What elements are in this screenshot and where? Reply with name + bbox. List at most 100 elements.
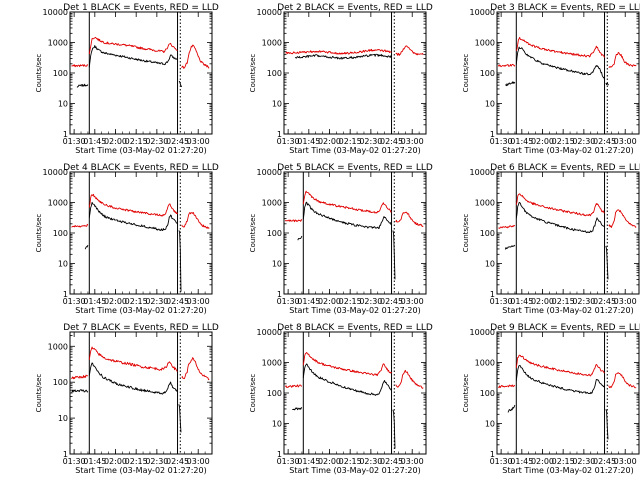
y-tick-label: 10: [58, 414, 68, 423]
y-axis-label: Counts/sec: [462, 54, 470, 93]
x-tick-label: 01:30: [490, 457, 513, 466]
y-tick-label: 10: [485, 420, 495, 429]
x-tick-label: 02:15: [125, 297, 148, 306]
x-axis-label: Start Time (03-May-02 01:27:20): [502, 146, 633, 155]
x-tick-label: 02:15: [552, 137, 575, 146]
x-tick-label: 02:45: [380, 457, 403, 466]
x-tick-label: 02:00: [318, 297, 341, 306]
y-axis-label: Counts/sec: [35, 374, 43, 413]
y-tick-label: 100: [480, 229, 495, 238]
x-axis-label: Start Time (03-May-02 01:27:20): [502, 306, 633, 315]
y-tick-label: 10000: [470, 168, 495, 177]
y-tick-label: 1000: [48, 342, 68, 351]
panel-det-9: Det 9 BLACK = Events, RED = LLD 1 10 100 100…: [462, 323, 640, 475]
plot-frame: [283, 11, 427, 135]
x-tick-label: 01:45: [83, 297, 106, 306]
panel-title: Det 7 BLACK = Events, RED = LLD: [63, 323, 219, 333]
x-tick-label: 01:45: [510, 137, 533, 146]
x-tick-label: 02:15: [125, 457, 148, 466]
y-tick-label: 100: [53, 69, 68, 78]
x-axis-label: Start Time (03-May-02 01:27:20): [75, 146, 206, 155]
x-tick-label: 01:30: [63, 137, 86, 146]
x-tick-label: 02:45: [166, 137, 189, 146]
plot-frame: [283, 331, 427, 455]
series-events-line: [507, 404, 516, 413]
panel-det-5: Det 5 BLACK = Events, RED = LLD 1 10 100 100…: [249, 163, 433, 315]
series-lld-line: [285, 219, 303, 223]
x-tick-label: 02:30: [572, 457, 595, 466]
y-axis-label: Counts/sec: [35, 214, 43, 253]
x-tick-label: 03:00: [401, 137, 424, 146]
series-lld-line: [285, 48, 392, 55]
x-tick-label: 02:00: [104, 137, 127, 146]
x-tick-label: 01:45: [510, 297, 533, 306]
y-tick-label: 1000: [475, 199, 495, 208]
x-tick-label: 02:00: [531, 457, 554, 466]
x-tick-label: 01:30: [63, 297, 86, 306]
panel-det-3: Det 3 BLACK = Events, RED = LLD 1 10 100 100…: [462, 3, 640, 155]
y-tick-label: 1000: [262, 359, 282, 368]
x-tick-label: 03:00: [401, 457, 424, 466]
x-axis-label: Start Time (03-May-02 01:27:20): [75, 466, 206, 475]
x-tick-label: 01:30: [277, 457, 300, 466]
x-tick-label: 02:00: [104, 457, 127, 466]
y-tick-label: 1000: [48, 39, 68, 48]
series-events-line: [504, 244, 516, 250]
y-tick-label: 10000: [257, 8, 282, 17]
x-tick-label: 02:45: [380, 297, 403, 306]
series-lld-line: [285, 384, 303, 388]
series-events-line: [515, 202, 605, 234]
panel-title: Det 4 BLACK = Events, RED = LLD: [63, 163, 219, 173]
x-tick-label: 02:00: [531, 297, 554, 306]
series-events-line: [302, 363, 392, 396]
series-events-line: [71, 389, 89, 393]
x-tick-label: 02:45: [166, 297, 189, 306]
series-lld-line: [181, 357, 210, 381]
series-lld-line: [395, 211, 424, 227]
y-tick-label: 1000: [475, 39, 495, 48]
series-events-line: [515, 365, 605, 395]
y-tick-label: 1000: [262, 39, 282, 48]
panel-title: Det 1 BLACK = Events, RED = LLD: [63, 3, 219, 13]
x-tick-label: 03:00: [187, 297, 210, 306]
series-lld-line: [71, 223, 89, 228]
series-lld-line: [608, 51, 637, 68]
y-tick-label: 10: [272, 420, 282, 429]
x-tick-label: 03:00: [614, 137, 637, 146]
series-events-line: [294, 53, 392, 60]
x-tick-label: 02:45: [166, 457, 189, 466]
y-tick-label: 10: [58, 100, 68, 109]
plot-frame: [496, 331, 640, 455]
y-tick-label: 10: [58, 260, 68, 269]
y-axis-label: Counts/sec: [249, 214, 257, 253]
series-lld-line: [515, 36, 605, 58]
x-tick-label: 02:15: [339, 457, 362, 466]
x-tick-label: 02:15: [125, 137, 148, 146]
series-events-line: [392, 409, 396, 449]
x-tick-label: 02:00: [531, 137, 554, 146]
plot-frame: [283, 171, 427, 295]
y-tick-label: 1: [277, 290, 282, 299]
y-tick-label: 100: [480, 69, 495, 78]
series-events-line: [88, 362, 178, 395]
series-events-line: [605, 409, 609, 440]
panel-title: Det 2 BLACK = Events, RED = LLD: [277, 3, 433, 13]
series-events-line: [292, 407, 303, 411]
x-tick-label: 01:45: [297, 137, 320, 146]
x-tick-label: 02:30: [359, 457, 382, 466]
series-events-line: [302, 201, 392, 229]
x-tick-label: 02:45: [593, 297, 616, 306]
series-events-line: [88, 201, 178, 232]
y-axis-label: Counts/sec: [462, 214, 470, 253]
series-lld-line: [395, 45, 424, 56]
y-tick-label: 100: [267, 69, 282, 78]
panel-title: Det 8 BLACK = Events, RED = LLD: [277, 323, 433, 333]
y-tick-label: 10: [485, 100, 495, 109]
x-axis-label: Start Time (03-May-02 01:27:20): [75, 306, 206, 315]
x-tick-label: 02:30: [359, 137, 382, 146]
x-tick-label: 01:45: [510, 457, 533, 466]
series-events-line: [392, 230, 396, 280]
x-tick-label: 02:30: [359, 297, 382, 306]
series-lld-line: [88, 346, 178, 372]
plot-frame: [69, 11, 213, 135]
